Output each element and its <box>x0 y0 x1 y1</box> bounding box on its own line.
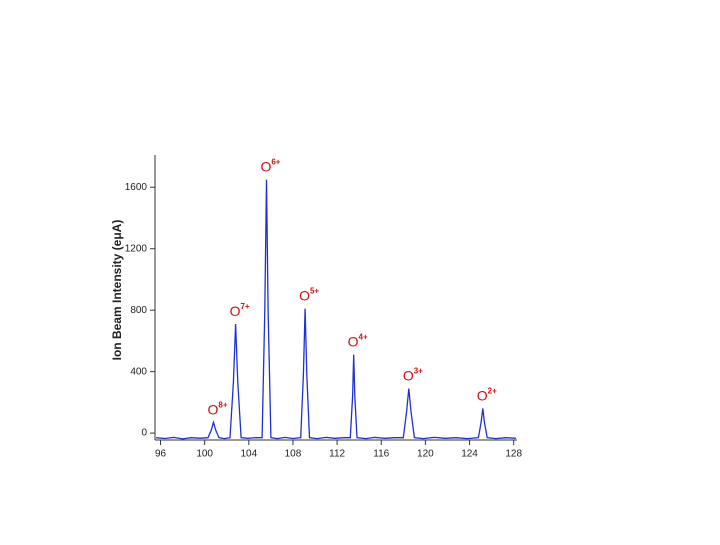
ion-charge: 3+ <box>414 367 423 376</box>
ion-symbol: O <box>348 333 359 349</box>
ion-charge: 6+ <box>271 158 280 167</box>
ion-symbol: O <box>477 387 488 403</box>
y-tick-label: 1600 <box>125 182 148 193</box>
x-tick-label: 120 <box>417 449 434 460</box>
spectrum-line <box>156 179 516 440</box>
ion-charge: 7+ <box>240 302 249 311</box>
ion-charge: 2+ <box>488 387 497 396</box>
peak-label: O6+ <box>260 158 280 175</box>
y-tick-label: 1200 <box>125 243 148 254</box>
x-tick-label: 100 <box>196 449 213 460</box>
x-tick-label: 112 <box>329 449 345 460</box>
y-tick-label: 0 <box>141 428 147 439</box>
peak-label: O3+ <box>403 367 423 384</box>
ion-symbol: O <box>230 303 241 319</box>
ion-symbol: O <box>403 367 414 383</box>
ion-charge: 4+ <box>359 333 368 342</box>
x-tick-label: 124 <box>461 449 478 460</box>
x-tick-label: 108 <box>285 449 302 460</box>
peak-label: O5+ <box>299 287 319 304</box>
ion-charge: 5+ <box>310 287 319 296</box>
peak-label: O4+ <box>348 333 368 350</box>
ion-charge: 8+ <box>218 400 227 409</box>
x-tick-label: 96 <box>155 449 167 460</box>
peak-label: O7+ <box>230 302 250 319</box>
y-tick-label: 400 <box>130 366 147 377</box>
peak-label: O2+ <box>477 387 497 404</box>
ion-symbol: O <box>299 287 310 303</box>
ion-symbol: O <box>260 158 271 174</box>
ion-symbol: O <box>207 401 218 417</box>
x-tick-label: 104 <box>240 449 257 460</box>
x-tick-label: 128 <box>505 449 522 460</box>
peak-label: O8+ <box>207 400 227 417</box>
y-axis-label: Ion Beam Intensity (eμA) <box>110 220 124 361</box>
y-tick-label: 800 <box>130 305 147 316</box>
x-tick-label: 116 <box>373 449 389 460</box>
